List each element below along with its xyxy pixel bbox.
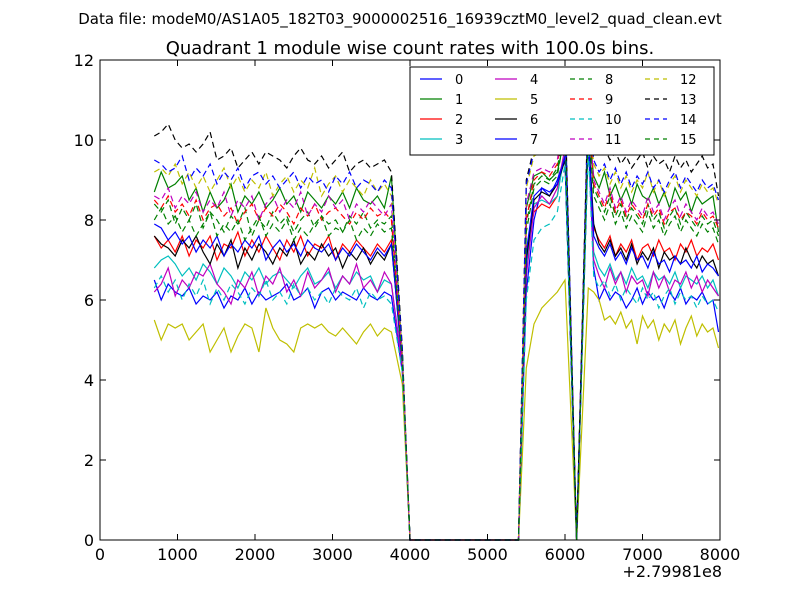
legend-label-13: 13 — [680, 93, 697, 108]
legend-label-6: 6 — [530, 113, 538, 128]
y-tick-label: 2 — [84, 451, 94, 470]
legend-label-14: 14 — [680, 113, 697, 128]
legend-label-1: 1 — [455, 93, 463, 108]
figure-suptitle: Data file: modeM0/AS1A05_182T03_90000025… — [78, 10, 722, 29]
x-tick-label: 5000 — [467, 545, 508, 564]
series-line-11 — [153, 103, 720, 541]
legend-label-4: 4 — [530, 73, 538, 88]
series-line-12 — [153, 107, 720, 541]
legend-label-15: 15 — [680, 133, 697, 148]
y-tick-label: 0 — [84, 531, 94, 550]
x-tick-label: 0 — [95, 545, 105, 564]
legend-box — [409, 66, 715, 156]
x-tick-label: 2000 — [235, 545, 276, 564]
x-tick-label: 1000 — [157, 545, 198, 564]
legend-label-12: 12 — [680, 73, 697, 88]
legend-label-9: 9 — [605, 93, 613, 108]
x-tick-label: 8000 — [700, 545, 741, 564]
x-tick-label: 3000 — [312, 545, 353, 564]
axis-ticks: 0 1000 2000 3000 4000 5000 6000 7000 80000246810… — [74, 51, 741, 564]
x-tick-label: 7000 — [622, 545, 663, 564]
x-tick-label: 4000 — [390, 545, 431, 564]
legend-label-10: 10 — [605, 113, 622, 128]
y-tick-label: 12 — [74, 51, 94, 70]
legend-label-7: 7 — [530, 133, 538, 148]
chart-title: Quadrant 1 module wise count rates with … — [166, 38, 655, 59]
y-tick-label: 6 — [84, 291, 94, 310]
legend-label-11: 11 — [605, 133, 622, 148]
legend-label-0: 0 — [455, 73, 463, 88]
y-tick-label: 10 — [74, 131, 94, 150]
y-tick-label: 4 — [84, 371, 94, 390]
legend-label-3: 3 — [455, 133, 463, 148]
legend-label-2: 2 — [455, 113, 463, 128]
legend-label-5: 5 — [530, 93, 538, 108]
x-tick-label: 6000 — [545, 545, 586, 564]
y-tick-label: 8 — [84, 211, 94, 230]
x-axis-offset-label: +2.79981e8 — [622, 562, 722, 581]
legend-label-8: 8 — [605, 73, 613, 88]
